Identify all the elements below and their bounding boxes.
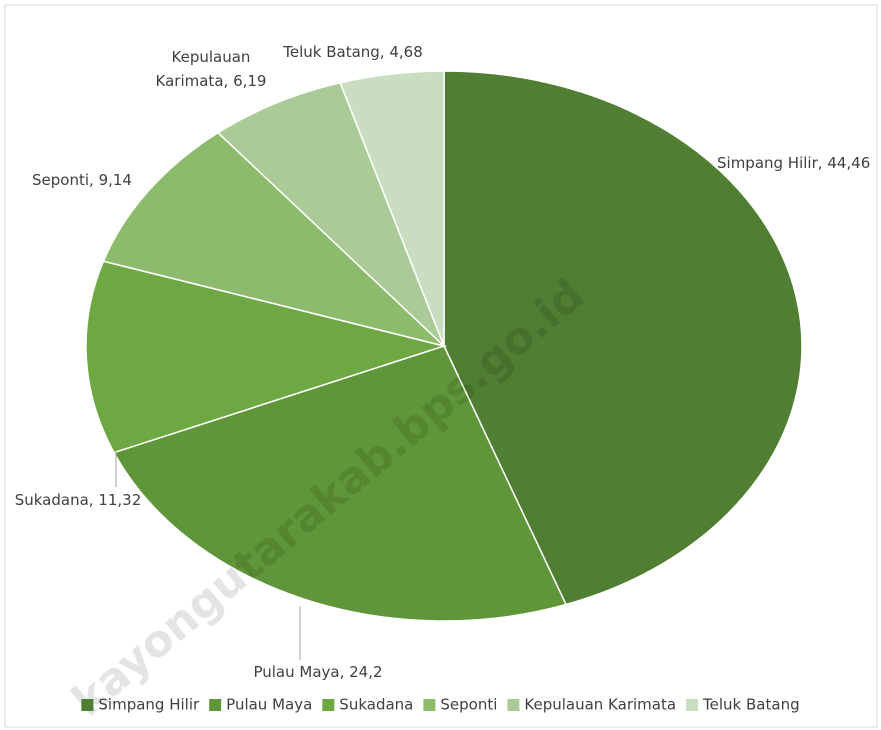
data-label-value: 6,19: [233, 72, 266, 90]
data-label-category: Sukadana: [15, 491, 89, 509]
data-label-value: 11,32: [98, 491, 141, 509]
legend-swatch: [322, 699, 335, 711]
legend-label: Teluk Batang: [702, 696, 800, 714]
data-label: Simpang Hilir, 44,46: [717, 154, 870, 172]
pie-slice: [443, 70, 803, 606]
legend-label: Kepulauan Karimata: [524, 696, 676, 714]
legend-swatch: [423, 699, 436, 711]
legend-label: Pulau Maya: [226, 696, 312, 714]
data-label-value: 24,2: [349, 663, 382, 681]
data-label-category: Kepulauan: [172, 48, 251, 66]
data-label-category: Karimata: [156, 72, 224, 90]
data-label-category: Seponti: [32, 171, 89, 189]
data-label: Kepulauan: [172, 48, 251, 66]
data-label: Pulau Maya, 24,2: [253, 663, 382, 681]
data-label-sep: ,: [89, 171, 99, 189]
data-label-value: 9,14: [99, 171, 132, 189]
pie-slice: [85, 260, 447, 454]
data-label-category: Simpang Hilir: [717, 154, 819, 172]
data-label-sep: ,: [340, 663, 350, 681]
legend-label: Seponti: [440, 696, 497, 714]
legend-swatch: [507, 699, 520, 711]
data-label-value: 44,46: [827, 154, 870, 172]
data-label-sep: ,: [380, 43, 390, 61]
data-label: Sukadana, 11,32: [15, 491, 142, 509]
legend-swatch: [81, 699, 94, 711]
pie-slice: [102, 131, 447, 348]
data-label: Seponti, 9,14: [32, 171, 132, 189]
data-label-category: Teluk Batang: [282, 43, 380, 61]
legend-label: Simpang Hilir: [98, 696, 200, 714]
legend-swatch: [686, 699, 699, 711]
data-label-sep: ,: [89, 491, 99, 509]
data-label: Teluk Batang, 4,68: [282, 43, 423, 61]
pie-slice: [112, 345, 568, 622]
data-label-sep: ,: [818, 154, 828, 172]
data-label: Karimata, 6,19: [156, 72, 267, 90]
legend: Simpang Hilir Pulau Maya Sukadana Seponti Ke…: [81, 696, 800, 714]
pie-slice: [216, 81, 445, 347]
pie-slice: [339, 70, 445, 347]
data-label-sep: ,: [224, 72, 234, 90]
data-label-category: Pulau Maya: [253, 663, 339, 681]
legend-swatch: [209, 699, 222, 711]
legend-label: Sukadana: [339, 696, 413, 714]
data-label-value: 4,68: [389, 43, 422, 61]
